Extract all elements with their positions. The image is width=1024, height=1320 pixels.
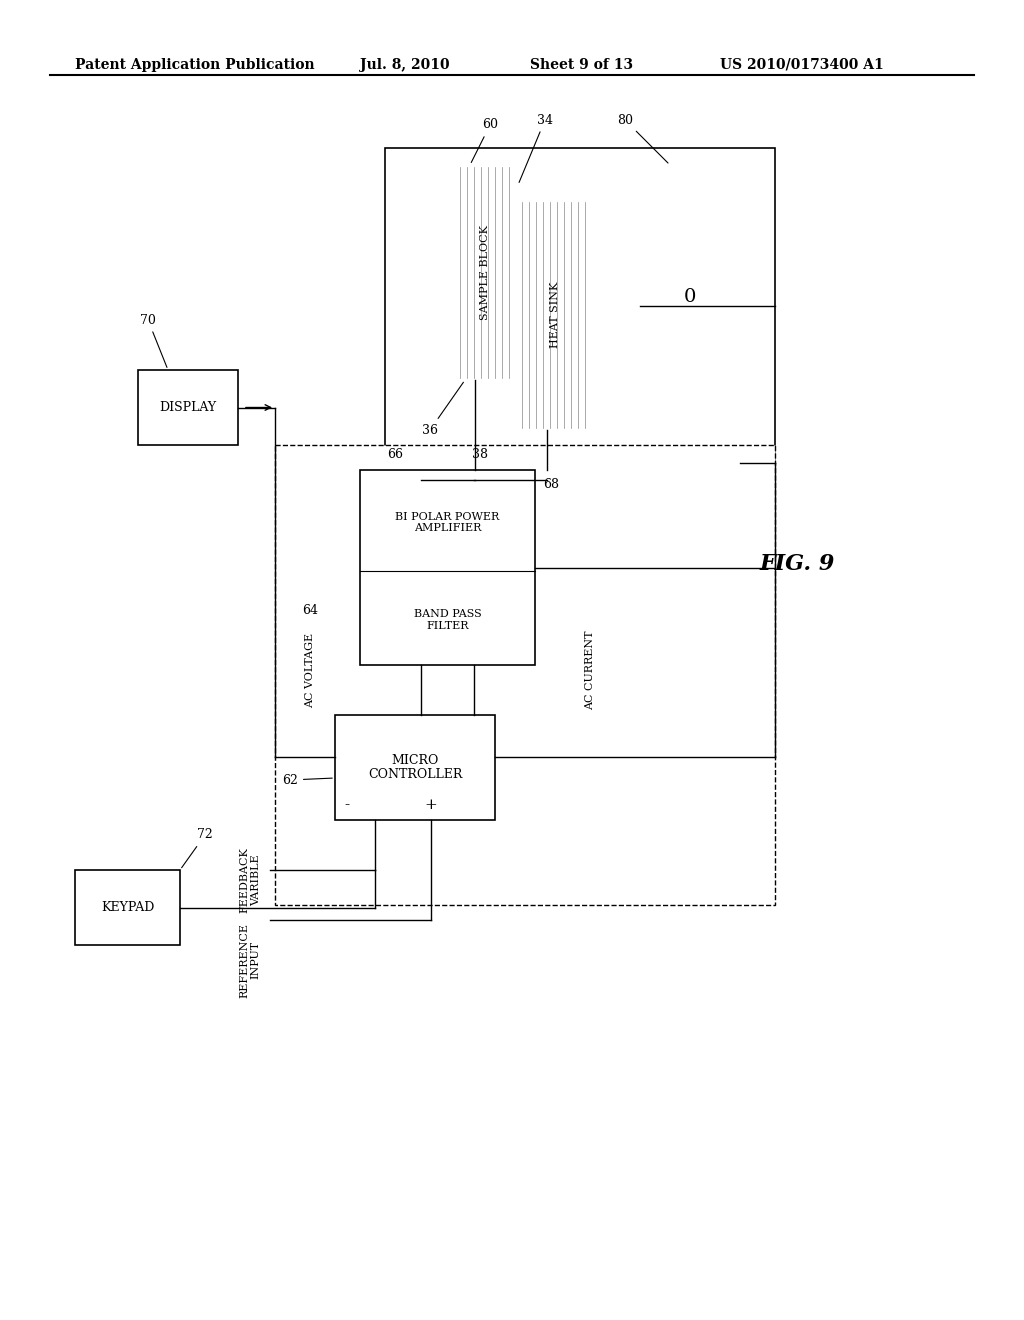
Bar	[75, 870, 180, 945]
Text: KEYPAD: KEYPAD	[100, 902, 155, 913]
Bar	[385, 148, 775, 463]
Text: BAND PASS
FILTER: BAND PASS FILTER	[414, 610, 481, 631]
Text: REFERENCE
INPUT: REFERENCE INPUT	[240, 923, 261, 998]
Text: DISPLAY: DISPLAY	[160, 401, 216, 414]
Bar	[455, 165, 515, 380]
Text: Patent Application Publication: Patent Application Publication	[75, 58, 314, 73]
Text: 72: 72	[181, 829, 213, 867]
Bar	[517, 201, 592, 430]
Text: FEEDBACK
VARIBLE: FEEDBACK VARIBLE	[240, 847, 261, 913]
Text: 66: 66	[387, 449, 403, 462]
Text: US 2010/0173400 A1: US 2010/0173400 A1	[720, 58, 884, 73]
Text: 70: 70	[140, 314, 167, 367]
Text: 80: 80	[617, 114, 668, 164]
Text: HEAT SINK: HEAT SINK	[550, 281, 559, 348]
Text: Sheet 9 of 13: Sheet 9 of 13	[530, 58, 633, 73]
Text: 38: 38	[472, 449, 488, 462]
Text: 68: 68	[543, 478, 559, 491]
Bar	[640, 165, 740, 430]
Text: 62: 62	[282, 774, 332, 787]
Bar	[138, 370, 238, 445]
Text: 34: 34	[519, 114, 553, 182]
Text: AC VOLTAGE: AC VOLTAGE	[305, 632, 315, 708]
Bar	[275, 445, 775, 906]
Text: Jul. 8, 2010: Jul. 8, 2010	[360, 58, 450, 73]
Text: 60: 60	[471, 119, 498, 162]
Text: AC CURRENT: AC CURRENT	[585, 630, 595, 710]
Text: 36: 36	[422, 383, 464, 437]
Text: 64: 64	[302, 603, 318, 616]
Text: BI POLAR POWER
AMPLIFIER: BI POLAR POWER AMPLIFIER	[395, 512, 500, 533]
Text: 0: 0	[684, 289, 696, 306]
Bar	[360, 470, 535, 665]
Bar	[335, 715, 495, 820]
Text: FIG. 9: FIG. 9	[760, 553, 836, 576]
Text: +: +	[425, 799, 437, 812]
Text: MICRO
CONTROLLER: MICRO CONTROLLER	[368, 754, 462, 781]
Text: -: -	[344, 799, 349, 812]
Text: SAMPLE BLOCK: SAMPLE BLOCK	[480, 224, 490, 319]
